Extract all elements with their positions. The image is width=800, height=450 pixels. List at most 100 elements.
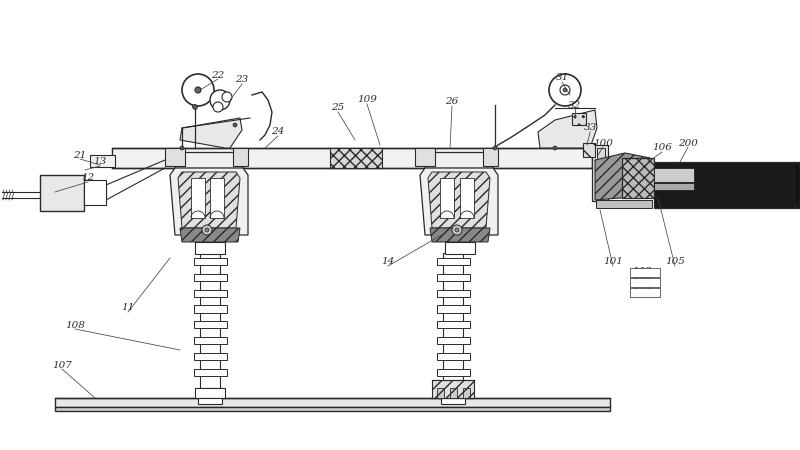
Text: 200: 200 xyxy=(678,139,698,148)
Polygon shape xyxy=(440,178,454,218)
Polygon shape xyxy=(795,162,800,208)
Text: 32: 32 xyxy=(568,100,582,109)
Bar xyxy=(175,152,243,168)
Circle shape xyxy=(213,102,223,112)
Bar xyxy=(622,158,654,198)
Bar xyxy=(483,148,498,166)
Bar xyxy=(654,168,694,182)
Bar xyxy=(198,398,222,404)
Bar xyxy=(630,268,660,277)
Polygon shape xyxy=(178,172,240,228)
Circle shape xyxy=(563,88,567,92)
Bar xyxy=(84,180,106,205)
Bar xyxy=(445,242,475,254)
Bar xyxy=(630,278,660,287)
Bar xyxy=(437,274,470,281)
Bar xyxy=(438,388,468,398)
Bar xyxy=(55,407,610,411)
Bar xyxy=(165,148,185,166)
Bar xyxy=(41,176,83,210)
Text: 101: 101 xyxy=(603,257,623,266)
Bar xyxy=(437,388,444,398)
Bar xyxy=(330,148,382,168)
Text: 31: 31 xyxy=(555,73,569,82)
Bar xyxy=(597,148,605,168)
Circle shape xyxy=(180,146,184,150)
Text: 12: 12 xyxy=(82,174,94,183)
Bar xyxy=(194,274,227,281)
Polygon shape xyxy=(430,228,490,242)
Bar xyxy=(425,152,493,168)
Circle shape xyxy=(210,90,230,110)
Circle shape xyxy=(222,92,232,102)
Bar xyxy=(55,398,610,407)
Circle shape xyxy=(455,228,459,232)
Bar xyxy=(233,148,248,166)
Polygon shape xyxy=(538,110,597,148)
Bar xyxy=(194,337,227,344)
Text: 103: 103 xyxy=(632,278,652,287)
Bar xyxy=(112,148,592,168)
Circle shape xyxy=(205,228,209,232)
Bar xyxy=(654,162,800,208)
Polygon shape xyxy=(180,118,242,148)
Polygon shape xyxy=(210,178,224,218)
Circle shape xyxy=(202,225,212,235)
Bar xyxy=(583,143,595,157)
Bar xyxy=(194,306,227,313)
Bar xyxy=(437,289,470,297)
Text: 100: 100 xyxy=(593,139,613,148)
Circle shape xyxy=(452,225,462,235)
Bar xyxy=(437,258,470,265)
Bar xyxy=(437,306,470,313)
Text: 102: 102 xyxy=(632,267,652,276)
Text: 105: 105 xyxy=(665,257,685,266)
Circle shape xyxy=(193,104,198,109)
Polygon shape xyxy=(428,172,490,228)
Bar xyxy=(463,388,470,398)
Bar xyxy=(654,183,694,190)
Text: 104: 104 xyxy=(632,288,652,297)
Polygon shape xyxy=(191,178,205,218)
Bar xyxy=(437,321,470,328)
Circle shape xyxy=(195,87,201,93)
Bar xyxy=(437,369,470,376)
Bar xyxy=(195,388,225,398)
Text: 106: 106 xyxy=(652,144,672,153)
Bar xyxy=(194,353,227,360)
Text: 33: 33 xyxy=(583,123,597,132)
Bar xyxy=(441,398,465,404)
Circle shape xyxy=(182,74,214,106)
Polygon shape xyxy=(180,228,240,242)
Text: 13: 13 xyxy=(94,158,106,166)
Bar xyxy=(630,288,660,297)
Bar xyxy=(194,321,227,328)
Bar xyxy=(90,155,115,167)
Text: 107: 107 xyxy=(52,360,72,369)
Bar xyxy=(624,160,652,196)
Text: 21: 21 xyxy=(74,150,86,159)
Bar xyxy=(596,200,652,208)
Text: 109: 109 xyxy=(357,95,377,104)
Text: 11: 11 xyxy=(122,303,134,312)
Polygon shape xyxy=(170,168,248,235)
Text: 23: 23 xyxy=(235,76,249,85)
Bar xyxy=(194,258,227,265)
Bar xyxy=(437,353,470,360)
Circle shape xyxy=(553,146,557,150)
Bar xyxy=(437,337,470,344)
Bar xyxy=(443,253,463,388)
Polygon shape xyxy=(420,168,498,235)
Text: 25: 25 xyxy=(331,104,345,112)
Polygon shape xyxy=(460,178,474,218)
Bar xyxy=(415,148,435,166)
Text: 22: 22 xyxy=(211,71,225,80)
Circle shape xyxy=(560,85,570,95)
Text: 24: 24 xyxy=(271,127,285,136)
Bar xyxy=(194,369,227,376)
Bar xyxy=(592,145,608,201)
Text: 108: 108 xyxy=(65,320,85,329)
Bar xyxy=(194,289,227,297)
Bar xyxy=(200,253,220,388)
Circle shape xyxy=(233,123,237,127)
